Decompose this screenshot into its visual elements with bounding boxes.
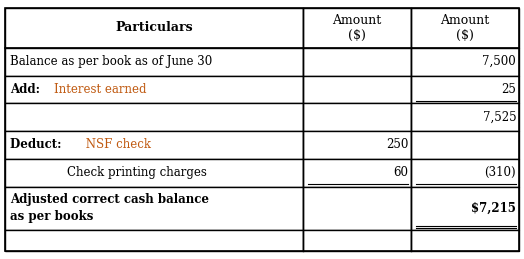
Bar	[411, 48, 519, 76]
Bar	[303, 159, 411, 186]
Bar	[303, 76, 411, 103]
Bar	[5, 230, 303, 251]
Text: NSF check: NSF check	[82, 138, 151, 152]
Bar	[303, 230, 411, 251]
Text: $7,215: $7,215	[471, 202, 516, 215]
Text: (310): (310)	[485, 166, 516, 179]
Bar	[411, 8, 519, 48]
Text: 250: 250	[386, 138, 408, 152]
Bar	[5, 186, 303, 230]
Text: Balance as per book as of June 30: Balance as per book as of June 30	[10, 55, 213, 68]
Text: 7,525: 7,525	[483, 111, 516, 124]
Bar	[303, 186, 411, 230]
Text: Deduct:: Deduct:	[10, 138, 66, 152]
Bar	[411, 230, 519, 251]
Bar	[411, 76, 519, 103]
Text: Amount
($): Amount ($)	[332, 14, 381, 42]
Bar	[411, 186, 519, 230]
Bar	[5, 8, 303, 48]
Text: Particulars: Particulars	[115, 21, 193, 34]
Bar	[5, 103, 303, 131]
Bar	[303, 131, 411, 159]
Bar	[5, 131, 303, 159]
Bar	[303, 48, 411, 76]
Text: Add:: Add:	[10, 83, 45, 96]
Text: as per books: as per books	[10, 210, 94, 223]
Text: 60: 60	[394, 166, 408, 179]
Text: 7,500: 7,500	[483, 55, 516, 68]
Text: Interest earned: Interest earned	[54, 83, 147, 96]
Bar	[5, 48, 303, 76]
Bar	[5, 76, 303, 103]
Bar	[411, 159, 519, 186]
Text: Adjusted correct cash balance: Adjusted correct cash balance	[10, 193, 210, 206]
Text: 25: 25	[501, 83, 516, 96]
Bar	[411, 103, 519, 131]
Bar	[411, 131, 519, 159]
Text: Check printing charges: Check printing charges	[67, 166, 207, 179]
Bar	[303, 103, 411, 131]
Bar	[5, 159, 303, 186]
Text: Amount
($): Amount ($)	[440, 14, 489, 42]
Bar	[303, 8, 411, 48]
